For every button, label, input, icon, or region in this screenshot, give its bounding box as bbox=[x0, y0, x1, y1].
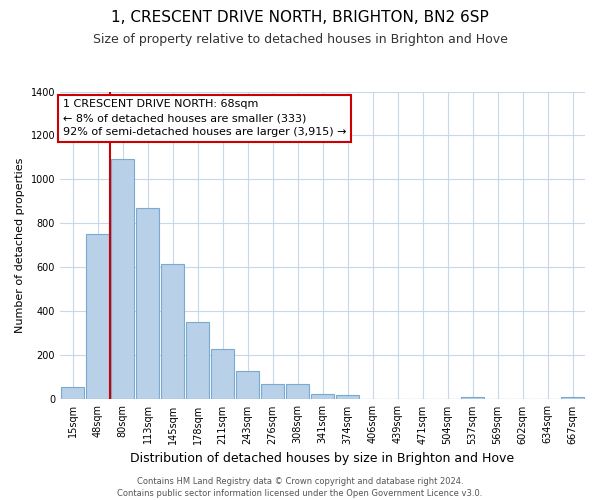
Bar bbox=[136, 208, 159, 400]
Text: 1 CRESCENT DRIVE NORTH: 68sqm
← 8% of detached houses are smaller (333)
92% of s: 1 CRESCENT DRIVE NORTH: 68sqm ← 8% of de… bbox=[62, 99, 346, 137]
Bar bbox=[286, 384, 309, 400]
Bar bbox=[236, 371, 259, 400]
Bar bbox=[211, 350, 234, 400]
Bar bbox=[336, 395, 359, 400]
X-axis label: Distribution of detached houses by size in Brighton and Hove: Distribution of detached houses by size … bbox=[130, 452, 515, 465]
Bar bbox=[161, 264, 184, 400]
Bar bbox=[561, 397, 584, 400]
Text: 1, CRESCENT DRIVE NORTH, BRIGHTON, BN2 6SP: 1, CRESCENT DRIVE NORTH, BRIGHTON, BN2 6… bbox=[111, 10, 489, 25]
Bar bbox=[61, 388, 84, 400]
Bar bbox=[261, 384, 284, 400]
Text: Contains HM Land Registry data © Crown copyright and database right 2024.
Contai: Contains HM Land Registry data © Crown c… bbox=[118, 476, 482, 498]
Y-axis label: Number of detached properties: Number of detached properties bbox=[15, 158, 25, 333]
Bar bbox=[111, 158, 134, 400]
Text: Size of property relative to detached houses in Brighton and Hove: Size of property relative to detached ho… bbox=[92, 32, 508, 46]
Bar bbox=[86, 234, 109, 400]
Bar bbox=[311, 394, 334, 400]
Bar bbox=[461, 397, 484, 400]
Bar bbox=[186, 322, 209, 400]
